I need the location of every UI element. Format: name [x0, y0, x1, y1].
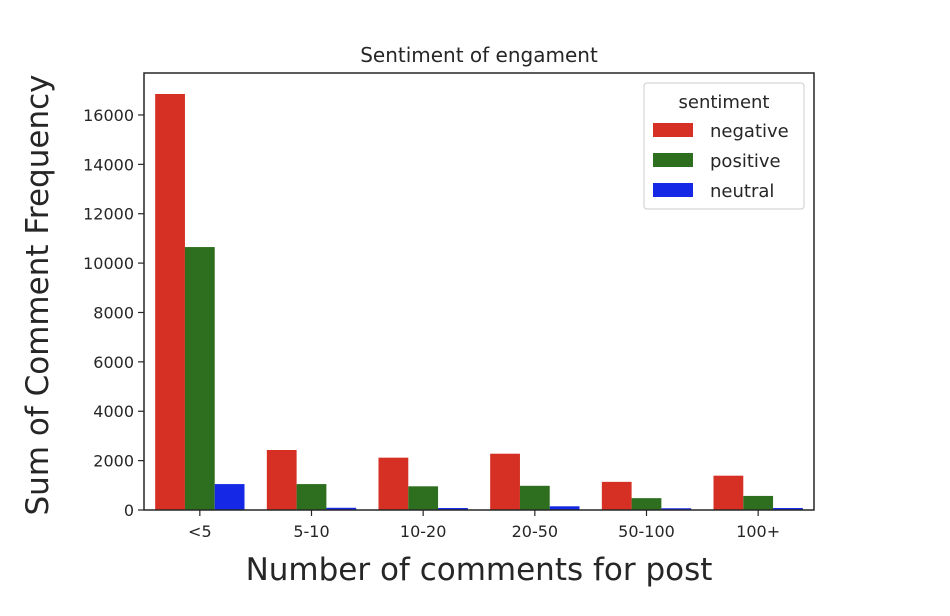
- chart-title: Sentiment of engament: [360, 43, 598, 67]
- plot-frame: [143, 72, 815, 511]
- bar-positive-1: [296, 484, 327, 510]
- x-tick-label: 10-20: [400, 522, 447, 541]
- y-tick-label: 10000: [83, 254, 134, 273]
- x-tick-label: 50-100: [618, 522, 675, 541]
- bar-neutral-0: [214, 484, 245, 510]
- bar-positive-2: [408, 486, 439, 510]
- bar-neutral-4: [661, 508, 692, 510]
- bar-neutral-2: [438, 508, 468, 510]
- legend: sentiment negative positive neutral: [643, 82, 805, 210]
- y-tick-label: 4000: [93, 402, 134, 421]
- bar-negative-1: [266, 450, 297, 510]
- legend-box: [643, 82, 805, 210]
- y-tick-label: 14000: [83, 155, 134, 174]
- legend-title: sentiment: [679, 92, 770, 113]
- bars-group: [155, 93, 803, 511]
- x-tick-label: 100+: [736, 522, 780, 541]
- x-tick-label: <5: [188, 522, 212, 541]
- bar-negative-5: [713, 475, 744, 510]
- y-tick-label: 12000: [83, 205, 134, 224]
- bar-neutral-1: [326, 507, 357, 510]
- x-tick-label: 20-50: [512, 522, 559, 541]
- bar-negative-0: [155, 93, 185, 511]
- bar-negative-4: [601, 481, 632, 510]
- legend-swatch-positive: [653, 153, 693, 167]
- legend-items: negative positive neutral: [653, 121, 789, 202]
- bar-neutral-3: [549, 506, 580, 510]
- y-tick-label: 0: [124, 501, 134, 520]
- legend-swatch-negative: [653, 123, 693, 137]
- bar-positive-0: [184, 247, 215, 510]
- legend-label-negative: negative: [710, 121, 789, 142]
- legend-swatch-neutral: [653, 183, 693, 197]
- legend-label-positive: positive: [710, 151, 781, 172]
- x-axis-ticks: <5 5-10 10-20 20-50 50-100 100+: [188, 510, 780, 541]
- y-tick-label: 6000: [93, 353, 134, 372]
- bar-positive-5: [743, 495, 774, 510]
- bar-positive-3: [519, 485, 550, 510]
- y-axis-label: Sum of Comment Frequency: [20, 75, 56, 516]
- y-axis-ticks: 0 2000 4000 6000 8000 10000 12000 14000 16000: [83, 106, 144, 520]
- y-tick-label: 2000: [93, 452, 134, 471]
- bar-neutral-5: [773, 508, 803, 510]
- y-tick-label: 16000: [83, 106, 134, 125]
- legend-label-neutral: neutral: [710, 181, 774, 202]
- bar-positive-4: [631, 498, 662, 510]
- bar-negative-3: [490, 453, 520, 510]
- x-axis-label: Number of comments for post: [246, 552, 713, 588]
- x-tick-label: 5-10: [293, 522, 329, 541]
- bar-negative-2: [378, 457, 409, 510]
- y-tick-label: 8000: [93, 303, 134, 322]
